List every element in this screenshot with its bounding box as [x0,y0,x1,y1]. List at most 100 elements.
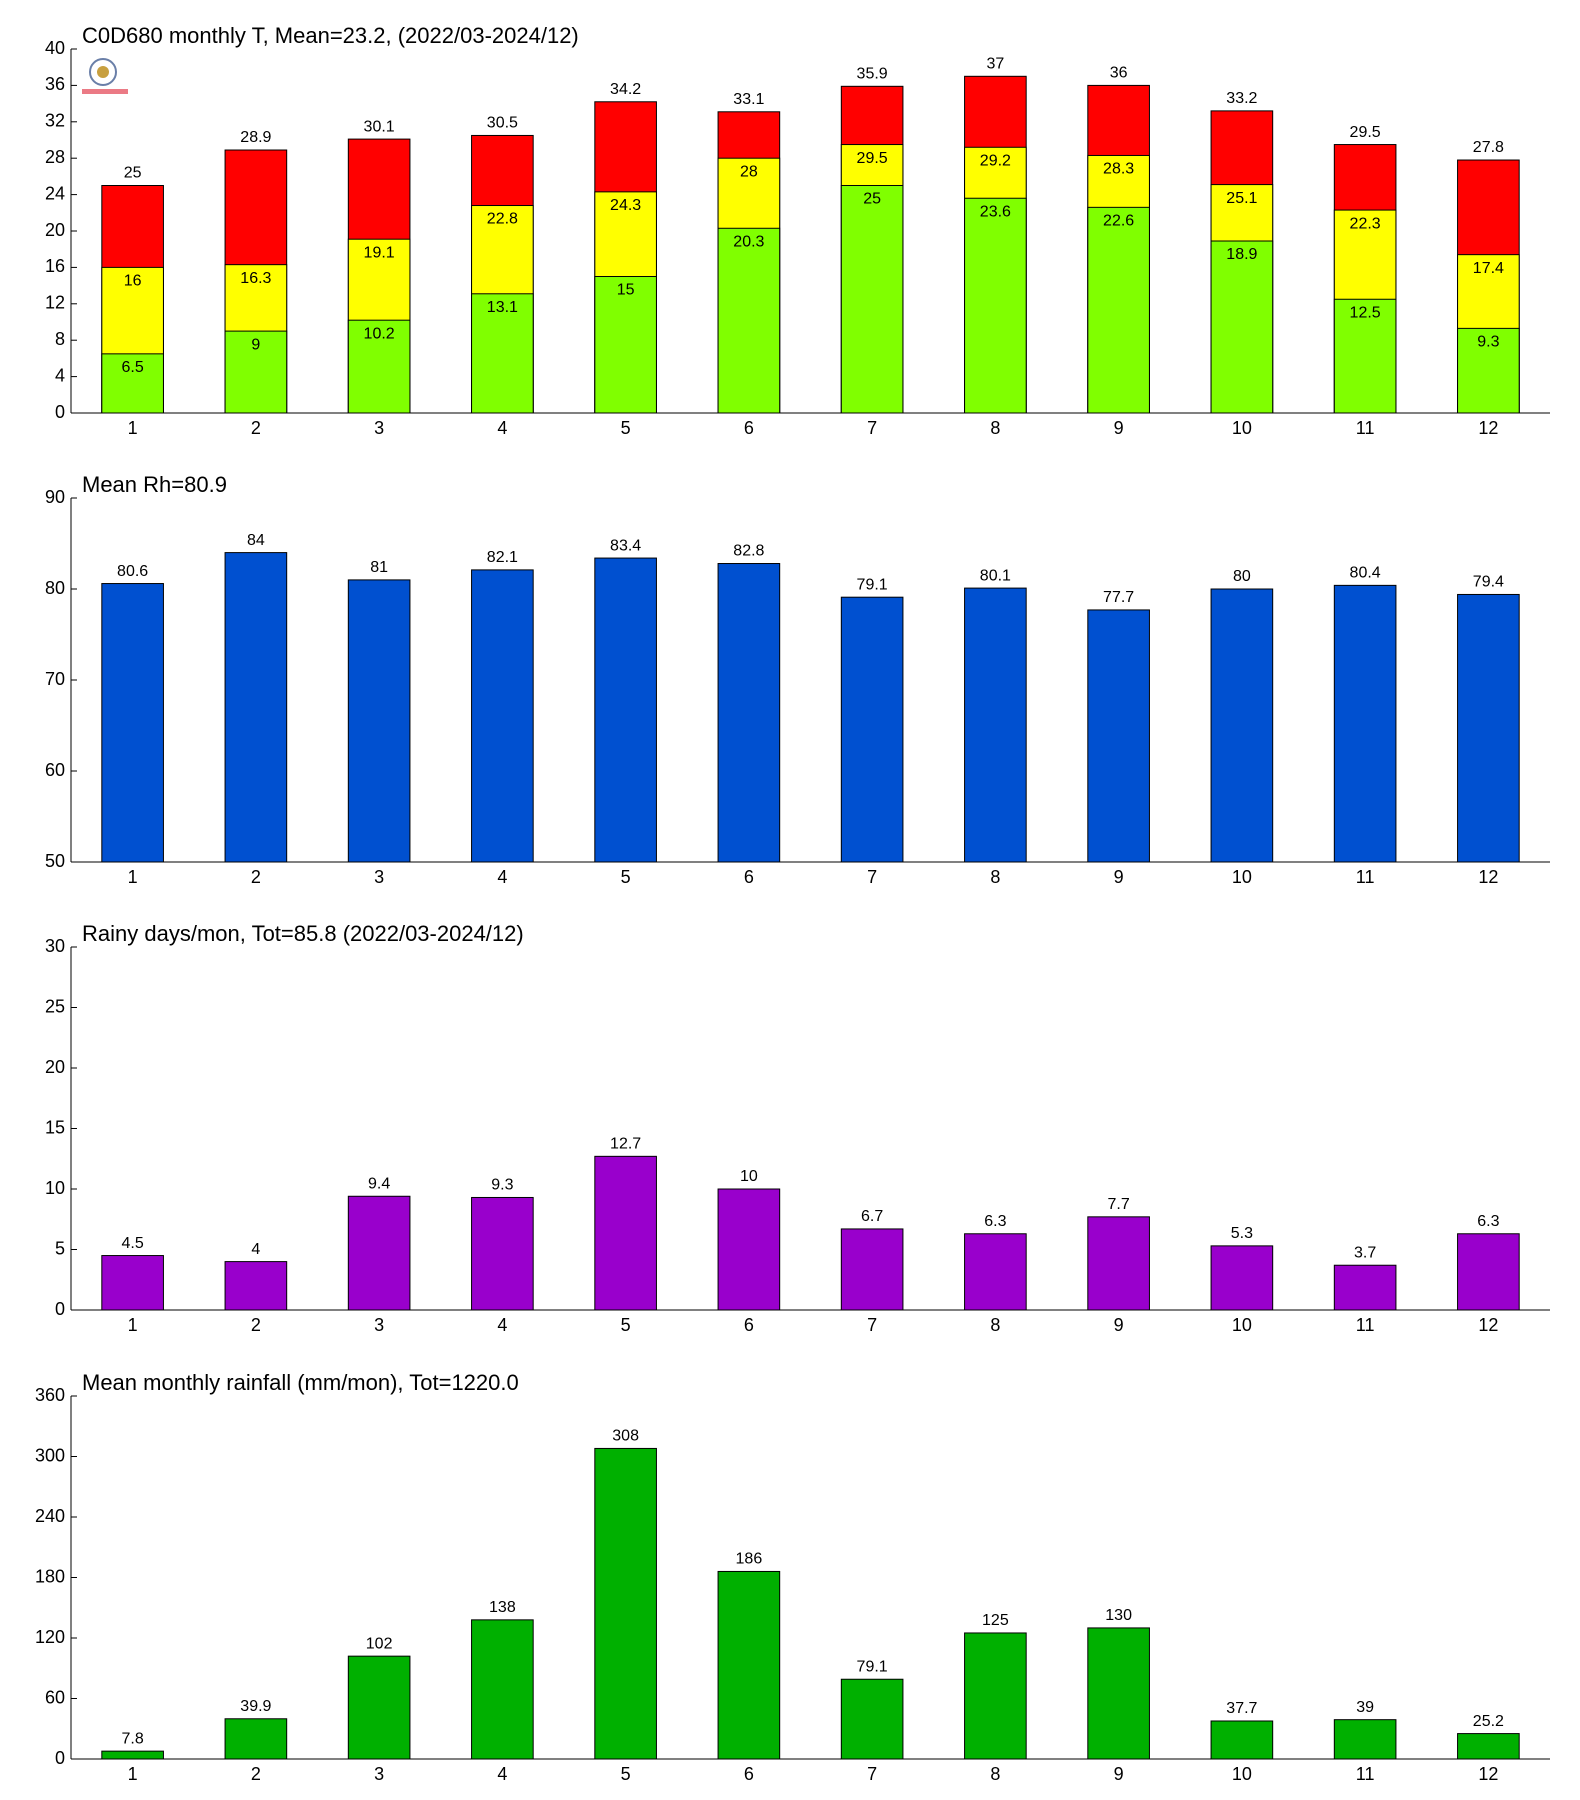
y-tick-label: 8 [55,329,65,349]
bar [964,197,1027,414]
x-tick-label: 12 [1478,1764,1498,1784]
bar [1333,584,1397,863]
x-tick-label: 10 [1232,1764,1252,1784]
data-label: 23.6 [980,203,1011,220]
data-label: 22.6 [1103,213,1134,230]
data-label: 80.1 [980,567,1011,584]
x-tick-label: 11 [1356,867,1375,887]
data-label: 25 [863,191,881,208]
x-tick-label: 10 [1232,867,1252,887]
data-label: 5.3 [1231,1225,1253,1242]
bar [964,587,1027,863]
data-label: 10 [740,1168,758,1185]
bar [101,353,164,414]
data-label: 37 [986,56,1004,73]
data-label: 102 [366,1635,393,1652]
data-label: 81 [370,559,388,576]
y-tick-label: 30 [45,936,65,956]
bar [840,596,904,863]
data-label: 28.3 [1103,161,1134,178]
bar [101,1255,164,1311]
y-tick-label: 32 [45,111,65,131]
bar [594,1155,657,1311]
data-label: 30.1 [364,118,395,135]
data-label: 29.5 [1350,124,1381,141]
data-label: 39 [1356,1699,1374,1716]
x-tick-label: 3 [374,418,384,438]
data-label: 27.8 [1473,139,1504,156]
data-label: 3.7 [1354,1244,1376,1261]
data-label: 36 [1110,65,1128,82]
bar [717,563,781,863]
bar [101,1750,164,1760]
data-label: 10.2 [364,325,395,342]
data-label: 33.2 [1226,90,1257,107]
data-label: 30.5 [487,115,518,132]
data-label: 138 [489,1599,516,1616]
data-label: 16.3 [240,270,271,287]
y-tick-label: 90 [45,487,65,507]
bar [1210,1245,1274,1311]
y-tick-label: 5 [55,1238,65,1258]
y-tick-label: 180 [35,1566,65,1586]
x-tick-label: 4 [497,867,507,887]
data-label: 20.3 [733,233,764,250]
x-tick-label: 4 [497,1764,507,1784]
bar [1333,1264,1397,1311]
data-label: 79.4 [1473,574,1504,591]
data-label: 12.7 [610,1136,641,1153]
bar [717,1188,781,1311]
x-tick-label: 2 [251,1764,261,1784]
data-label: 7.8 [122,1730,144,1747]
x-tick-label: 1 [128,1764,138,1784]
x-tick-label: 9 [1114,867,1124,887]
y-tick-label: 15 [45,1117,65,1137]
x-tick-label: 9 [1114,418,1124,438]
data-label: 15 [617,282,635,299]
x-tick-label: 8 [990,867,1000,887]
y-tick-label: 16 [45,256,65,276]
data-label: 12.5 [1350,304,1381,321]
data-label: 9 [251,336,260,353]
y-tick-label: 80 [45,578,65,598]
y-tick-label: 12 [45,293,65,313]
y-tick-label: 360 [35,1385,65,1405]
data-label: 6.7 [861,1208,883,1225]
data-label: 13.1 [487,299,518,316]
bar [717,1570,781,1760]
y-tick-label: 0 [55,402,65,422]
x-tick-label: 11 [1356,418,1375,438]
bar [347,579,411,863]
x-tick-label: 3 [374,1315,384,1335]
data-label: 79.1 [857,576,888,593]
y-tick-label: 24 [45,183,65,203]
bar [964,1233,1027,1311]
logo [82,58,128,94]
data-label: 80.6 [117,563,148,580]
bar [1457,1733,1520,1760]
x-tick-label: 5 [621,1315,631,1335]
x-tick-label: 3 [374,867,384,887]
x-tick-label: 12 [1478,1315,1498,1335]
data-label: 308 [612,1428,639,1445]
x-tick-label: 12 [1478,418,1498,438]
bar [224,1718,288,1760]
y-tick-label: 20 [45,220,65,240]
bar [1457,593,1520,863]
bar [840,185,904,414]
y-tick-label: 50 [45,851,65,871]
data-label: 130 [1105,1607,1132,1624]
data-label: 186 [736,1551,763,1568]
x-tick-label: 5 [621,867,631,887]
y-tick-label: 0 [55,1299,65,1319]
bar [471,1619,534,1760]
bar [1087,609,1150,863]
y-tick-label: 70 [45,669,65,689]
x-tick-label: 1 [128,867,138,887]
y-tick-label: 28 [45,147,65,167]
data-label: 34.2 [610,81,641,98]
x-tick-label: 7 [867,418,877,438]
bar [224,1261,288,1311]
x-tick-label: 5 [621,1764,631,1784]
bar [347,1655,411,1760]
